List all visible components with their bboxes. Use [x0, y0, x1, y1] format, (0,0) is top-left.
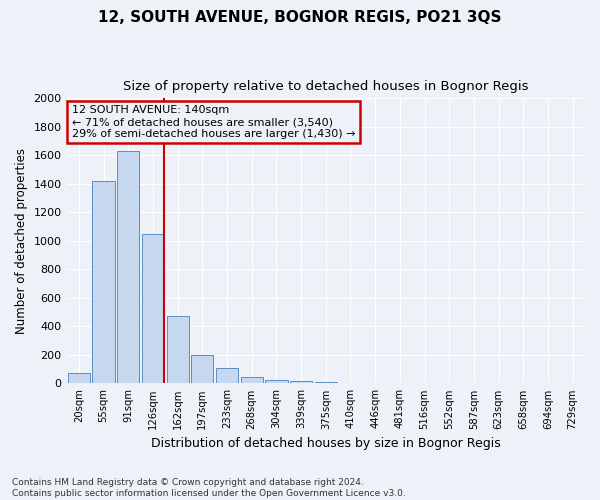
- Bar: [290, 382, 312, 384]
- Bar: [241, 377, 263, 384]
- Bar: [216, 368, 238, 384]
- Bar: [314, 382, 337, 384]
- Bar: [191, 355, 214, 384]
- Text: 12 SOUTH AVENUE: 140sqm
← 71% of detached houses are smaller (3,540)
29% of semi: 12 SOUTH AVENUE: 140sqm ← 71% of detache…: [72, 106, 355, 138]
- Bar: [117, 151, 139, 384]
- Text: 12, SOUTH AVENUE, BOGNOR REGIS, PO21 3QS: 12, SOUTH AVENUE, BOGNOR REGIS, PO21 3QS: [98, 10, 502, 25]
- Bar: [167, 316, 189, 384]
- Bar: [68, 372, 90, 384]
- Bar: [92, 181, 115, 384]
- Bar: [142, 234, 164, 384]
- Bar: [265, 380, 287, 384]
- X-axis label: Distribution of detached houses by size in Bognor Regis: Distribution of detached houses by size …: [151, 437, 500, 450]
- Y-axis label: Number of detached properties: Number of detached properties: [15, 148, 28, 334]
- Title: Size of property relative to detached houses in Bognor Regis: Size of property relative to detached ho…: [123, 80, 529, 93]
- Text: Contains HM Land Registry data © Crown copyright and database right 2024.
Contai: Contains HM Land Registry data © Crown c…: [12, 478, 406, 498]
